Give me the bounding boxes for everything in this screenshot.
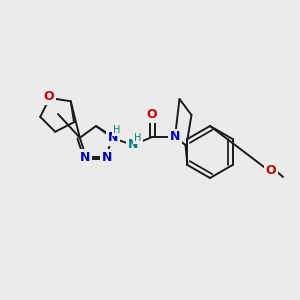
Text: O: O [44,91,54,103]
Text: H: H [134,133,142,143]
Text: O: O [147,109,157,122]
Text: N: N [108,131,119,144]
Text: N: N [170,130,180,143]
Text: H: H [113,125,121,135]
Text: N: N [102,151,112,164]
Text: O: O [266,164,276,176]
Text: N: N [128,139,138,152]
Text: N: N [80,151,90,164]
